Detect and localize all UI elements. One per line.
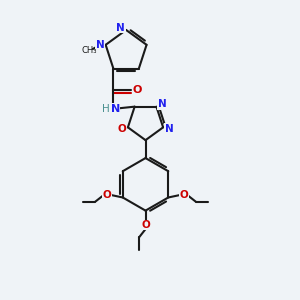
Text: N: N [116, 22, 125, 33]
Text: N: N [111, 104, 120, 114]
Text: O: O [141, 220, 150, 230]
Text: N: N [96, 40, 105, 50]
Text: N: N [165, 124, 173, 134]
Text: O: O [179, 190, 188, 200]
Text: O: O [103, 190, 112, 200]
Text: N: N [158, 99, 167, 109]
Text: O: O [132, 85, 142, 95]
Text: H: H [102, 104, 110, 114]
Text: O: O [118, 124, 126, 134]
Text: CH₃: CH₃ [82, 46, 97, 55]
